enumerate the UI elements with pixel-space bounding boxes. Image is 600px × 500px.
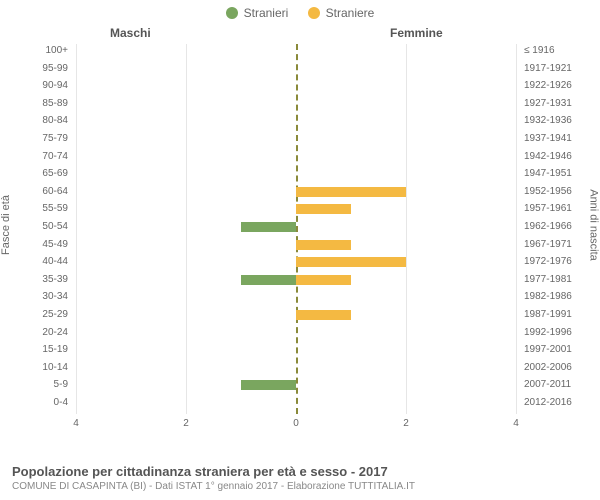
age-label: 50-54 <box>0 220 72 234</box>
bar-male <box>241 222 296 232</box>
birth-year-label: 1927-1931 <box>520 97 596 111</box>
birth-year-label: 1997-2001 <box>520 343 596 357</box>
grid-line <box>516 44 517 414</box>
legend-item-male: Stranieri <box>226 6 289 20</box>
age-label: 70-74 <box>0 150 72 164</box>
age-label: 5-9 <box>0 378 72 392</box>
age-label: 40-44 <box>0 255 72 269</box>
bar-row <box>76 44 516 58</box>
x-tick-label: 2 <box>403 418 409 429</box>
y-axis-right-labels: ≤ 1916 1917-1921 1922-1926 1927-1931 1932-19… <box>520 44 596 414</box>
y-axis-left-labels: 100+ 95-99 90-94 85-89 80-84 75-79 70-74 65-69 6… <box>0 44 72 414</box>
birth-year-label: 1947-1951 <box>520 167 596 181</box>
bar-row <box>76 97 516 111</box>
age-label: 80-84 <box>0 114 72 128</box>
birth-year-label: 1952-1956 <box>520 185 596 199</box>
age-label: 30-34 <box>0 290 72 304</box>
birth-year-label: 1992-1996 <box>520 326 596 340</box>
plot-area <box>76 44 516 434</box>
age-label: 95-99 <box>0 62 72 76</box>
bar-row <box>76 167 516 181</box>
bar-male <box>241 380 296 390</box>
age-label: 0-4 <box>0 396 72 410</box>
bar-row <box>76 220 516 234</box>
legend: Stranieri Straniere <box>0 6 600 22</box>
x-tick-label: 0 <box>293 418 299 429</box>
x-tick-label: 2 <box>183 418 189 429</box>
age-label: 90-94 <box>0 79 72 93</box>
age-label: 10-14 <box>0 361 72 375</box>
x-axis-labels: 4 2 0 2 4 <box>76 418 516 434</box>
bar-female <box>296 257 406 267</box>
age-label: 55-59 <box>0 202 72 216</box>
bar-row <box>76 308 516 322</box>
birth-year-label: 1962-1966 <box>520 220 596 234</box>
bar-female <box>296 240 351 250</box>
age-label: 15-19 <box>0 343 72 357</box>
x-tick-label: 4 <box>73 418 79 429</box>
birth-year-label: 1977-1981 <box>520 273 596 287</box>
age-label: 100+ <box>0 44 72 58</box>
bar-row <box>76 255 516 269</box>
bar-female <box>296 204 351 214</box>
chart-title: Popolazione per cittadinanza straniera p… <box>12 464 588 479</box>
birth-year-label: 1967-1971 <box>520 238 596 252</box>
chart-subtitle: COMUNE DI CASAPINTA (BI) - Dati ISTAT 1°… <box>12 481 588 492</box>
bar-row <box>76 79 516 93</box>
chart-container: Stranieri Straniere Maschi Femmine Fasce… <box>0 0 600 500</box>
bar-row <box>76 361 516 375</box>
legend-item-female: Straniere <box>308 6 375 20</box>
bar-row <box>76 62 516 76</box>
legend-label-male: Stranieri <box>244 6 289 20</box>
bar-female <box>296 310 351 320</box>
bar-row <box>76 132 516 146</box>
bar-row <box>76 238 516 252</box>
age-label: 35-39 <box>0 273 72 287</box>
age-label: 45-49 <box>0 238 72 252</box>
age-label: 75-79 <box>0 132 72 146</box>
bar-row <box>76 326 516 340</box>
bar-female <box>296 275 351 285</box>
bar-row <box>76 114 516 128</box>
bar-male <box>241 275 296 285</box>
age-label: 25-29 <box>0 308 72 322</box>
bar-row <box>76 202 516 216</box>
birth-year-label: ≤ 1916 <box>520 44 596 58</box>
x-tick-label: 4 <box>513 418 519 429</box>
bar-row <box>76 378 516 392</box>
age-label: 85-89 <box>0 97 72 111</box>
bar-row <box>76 290 516 304</box>
footer: Popolazione per cittadinanza straniera p… <box>12 464 588 492</box>
birth-year-label: 1937-1941 <box>520 132 596 146</box>
age-label: 65-69 <box>0 167 72 181</box>
birth-year-label: 1987-1991 <box>520 308 596 322</box>
bar-row <box>76 273 516 287</box>
bar-row <box>76 150 516 164</box>
bar-row <box>76 396 516 410</box>
bar-female <box>296 187 406 197</box>
age-label: 20-24 <box>0 326 72 340</box>
birth-year-label: 1917-1921 <box>520 62 596 76</box>
birth-year-label: 1972-1976 <box>520 255 596 269</box>
birth-year-label: 2002-2006 <box>520 361 596 375</box>
birth-year-label: 1922-1926 <box>520 79 596 93</box>
age-label: 60-64 <box>0 185 72 199</box>
bar-row <box>76 343 516 357</box>
birth-year-label: 1942-1946 <box>520 150 596 164</box>
birth-year-label: 1982-1986 <box>520 290 596 304</box>
header-female: Femmine <box>390 26 443 40</box>
bar-row <box>76 185 516 199</box>
birth-year-label: 1932-1936 <box>520 114 596 128</box>
header-male: Maschi <box>110 26 151 40</box>
birth-year-label: 2007-2011 <box>520 378 596 392</box>
legend-swatch-female <box>308 7 320 19</box>
birth-year-label: 1957-1961 <box>520 202 596 216</box>
legend-swatch-male <box>226 7 238 19</box>
birth-year-label: 2012-2016 <box>520 396 596 410</box>
legend-label-female: Straniere <box>326 6 375 20</box>
